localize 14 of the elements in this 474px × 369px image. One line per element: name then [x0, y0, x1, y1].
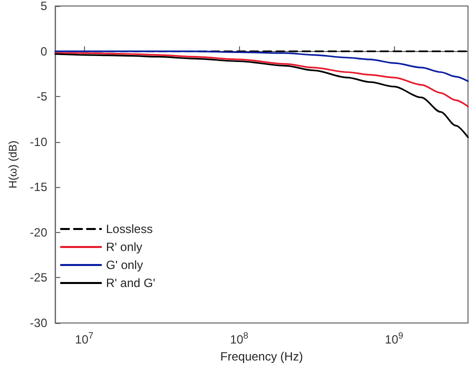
y-axis-title: H(ω) (dB) — [8, 140, 20, 188]
legend-label: Lossless — [106, 222, 153, 236]
y-tick-label: -25 — [30, 270, 48, 285]
legend-label: R' and G' — [106, 276, 156, 290]
y-tick-label: -30 — [30, 316, 48, 330]
y-tick-label: -15 — [30, 180, 48, 194]
x-axis-title: Frequency (Hz) — [220, 349, 303, 364]
legend-label: R' only — [106, 240, 142, 254]
y-tick-label: -20 — [30, 225, 48, 240]
y-tick-label: 5 — [40, 0, 48, 13]
y-tick-label: -10 — [30, 134, 48, 149]
legend-label: G' only — [106, 258, 143, 272]
y-tick-label: 0 — [40, 44, 48, 58]
y-tick-label: -5 — [36, 90, 48, 104]
